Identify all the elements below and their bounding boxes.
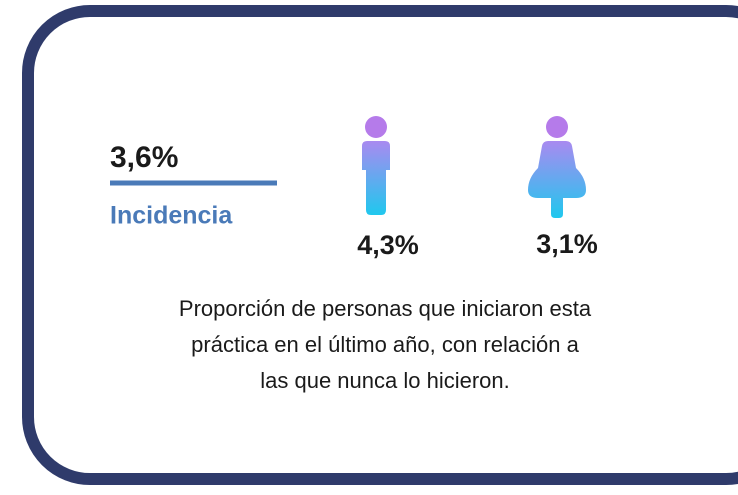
male-value: 4,3% <box>357 230 419 260</box>
description-line: las que nunca lo hicieron. <box>260 368 510 393</box>
female-icon <box>528 116 586 218</box>
headline-value: 3,6% <box>110 141 178 174</box>
description-line: Proporción de personas que iniciaron est… <box>179 296 592 321</box>
headline-label: Incidencia <box>110 202 233 230</box>
male-icon <box>362 116 390 215</box>
female-value: 3,1% <box>536 229 598 259</box>
description-line: práctica en el último año, con relación … <box>191 332 579 357</box>
